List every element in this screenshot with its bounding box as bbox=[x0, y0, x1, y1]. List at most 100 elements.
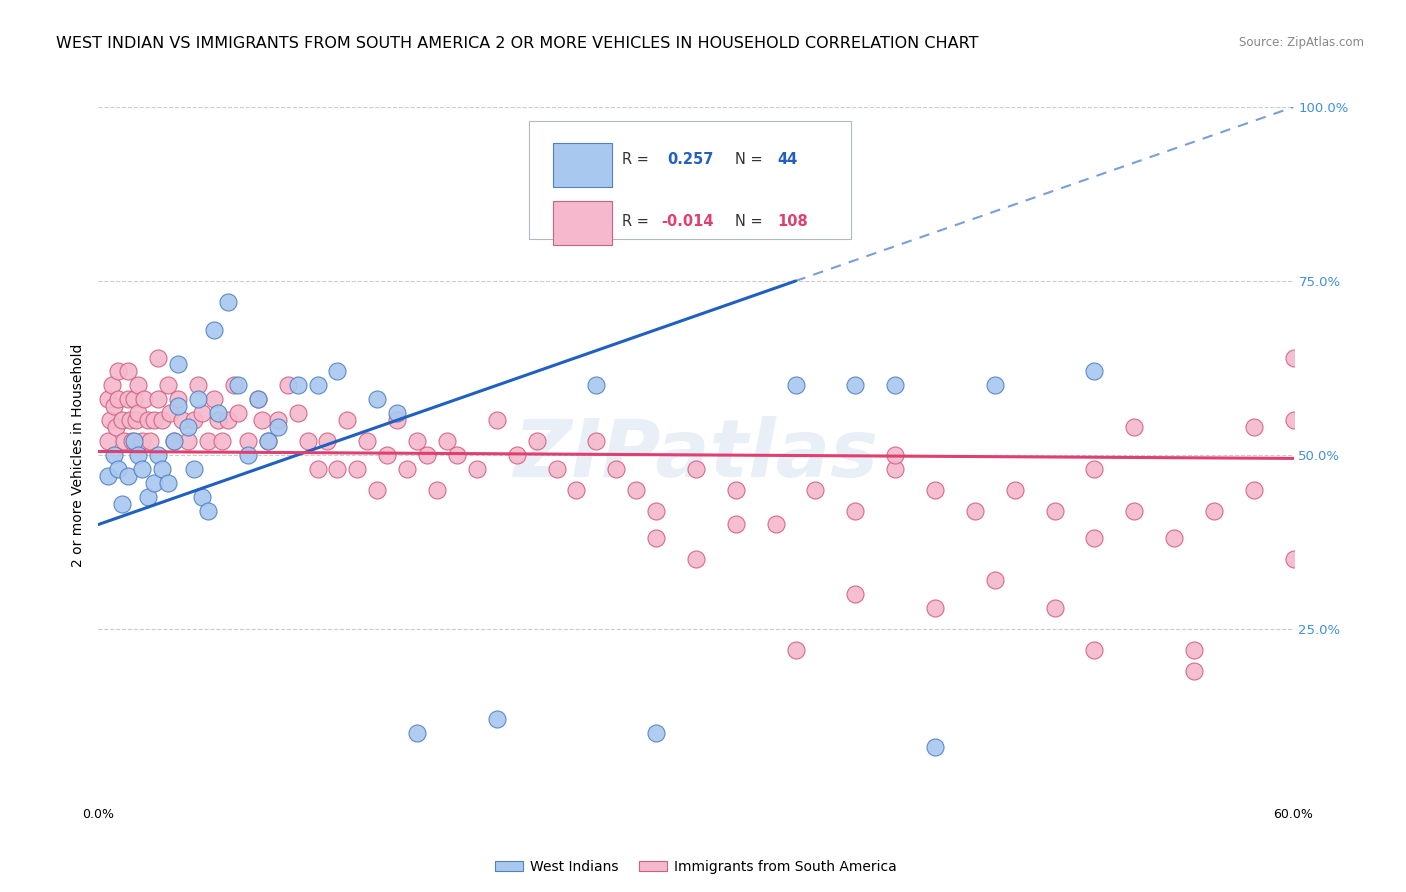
Point bbox=[267, 420, 290, 434]
Point bbox=[136, 413, 159, 427]
FancyBboxPatch shape bbox=[553, 143, 613, 187]
Point bbox=[626, 483, 648, 497]
Point bbox=[884, 462, 907, 476]
Point bbox=[148, 392, 170, 407]
Point bbox=[148, 448, 170, 462]
Point bbox=[150, 413, 173, 427]
Point bbox=[134, 392, 156, 407]
Point bbox=[1282, 552, 1305, 566]
Legend: West Indians, Immigrants from South America: West Indians, Immigrants from South Amer… bbox=[489, 855, 903, 880]
Point bbox=[197, 503, 219, 517]
Point bbox=[207, 406, 229, 420]
Point bbox=[1043, 601, 1066, 615]
Point bbox=[157, 378, 180, 392]
Point bbox=[222, 378, 245, 392]
Point bbox=[103, 448, 125, 462]
Point bbox=[1004, 483, 1026, 497]
Text: N =: N = bbox=[735, 152, 763, 167]
Point bbox=[177, 420, 200, 434]
Point bbox=[526, 434, 548, 448]
Point bbox=[97, 468, 120, 483]
Point bbox=[163, 434, 186, 448]
Point bbox=[585, 378, 607, 392]
Point bbox=[287, 406, 309, 420]
Point bbox=[366, 483, 388, 497]
Point bbox=[924, 483, 946, 497]
Text: -0.014: -0.014 bbox=[661, 214, 714, 229]
Point bbox=[1083, 532, 1105, 546]
Point bbox=[150, 462, 173, 476]
Point bbox=[884, 448, 907, 462]
Y-axis label: 2 or more Vehicles in Household: 2 or more Vehicles in Household bbox=[72, 343, 86, 566]
Point bbox=[1083, 462, 1105, 476]
Point bbox=[127, 406, 149, 420]
Point bbox=[226, 378, 249, 392]
Point bbox=[984, 378, 1007, 392]
Point bbox=[191, 490, 214, 504]
Point bbox=[844, 587, 866, 601]
Point bbox=[183, 462, 205, 476]
Point bbox=[187, 392, 209, 407]
Point bbox=[277, 378, 299, 392]
Point bbox=[385, 406, 409, 420]
Point bbox=[183, 413, 205, 427]
Point bbox=[406, 726, 429, 740]
Point bbox=[316, 434, 339, 448]
Text: ZIPatlas: ZIPatlas bbox=[513, 416, 879, 494]
Point bbox=[336, 413, 359, 427]
Point bbox=[131, 462, 153, 476]
Point bbox=[202, 323, 225, 337]
Point bbox=[356, 434, 378, 448]
Point bbox=[1083, 364, 1105, 378]
Point bbox=[396, 462, 419, 476]
Point bbox=[785, 378, 807, 392]
Point bbox=[127, 378, 149, 392]
Point bbox=[107, 364, 129, 378]
Text: R =: R = bbox=[621, 152, 648, 167]
Point bbox=[446, 448, 468, 462]
Point bbox=[804, 483, 827, 497]
Point bbox=[685, 552, 707, 566]
Point bbox=[385, 413, 409, 427]
Point bbox=[131, 434, 153, 448]
Point bbox=[107, 462, 129, 476]
Point bbox=[112, 434, 135, 448]
Point bbox=[1243, 483, 1265, 497]
Point bbox=[1282, 413, 1305, 427]
Text: 108: 108 bbox=[778, 214, 808, 229]
Point bbox=[120, 413, 142, 427]
Point bbox=[136, 490, 159, 504]
Point bbox=[127, 448, 149, 462]
Point bbox=[256, 434, 278, 448]
Point bbox=[765, 517, 787, 532]
Text: Source: ZipAtlas.com: Source: ZipAtlas.com bbox=[1239, 36, 1364, 49]
Point bbox=[236, 448, 259, 462]
Point bbox=[844, 378, 866, 392]
Point bbox=[191, 406, 214, 420]
Point bbox=[202, 392, 225, 407]
Point bbox=[157, 475, 180, 490]
Point bbox=[465, 462, 488, 476]
Point bbox=[546, 462, 568, 476]
Point bbox=[217, 413, 239, 427]
Point bbox=[984, 573, 1007, 587]
Point bbox=[326, 364, 349, 378]
Point bbox=[1182, 642, 1205, 657]
Point bbox=[485, 712, 508, 726]
Point bbox=[163, 434, 186, 448]
Point bbox=[346, 462, 368, 476]
Point bbox=[406, 434, 429, 448]
Point bbox=[1182, 664, 1205, 678]
Point bbox=[105, 420, 128, 434]
Point bbox=[167, 358, 190, 372]
Point bbox=[97, 434, 120, 448]
Point bbox=[287, 378, 309, 392]
Point bbox=[585, 434, 607, 448]
Point bbox=[416, 448, 439, 462]
Point bbox=[506, 448, 529, 462]
Point bbox=[1123, 503, 1146, 517]
Point bbox=[1243, 420, 1265, 434]
Point bbox=[187, 378, 209, 392]
Text: 44: 44 bbox=[778, 152, 797, 167]
Point bbox=[167, 399, 190, 413]
